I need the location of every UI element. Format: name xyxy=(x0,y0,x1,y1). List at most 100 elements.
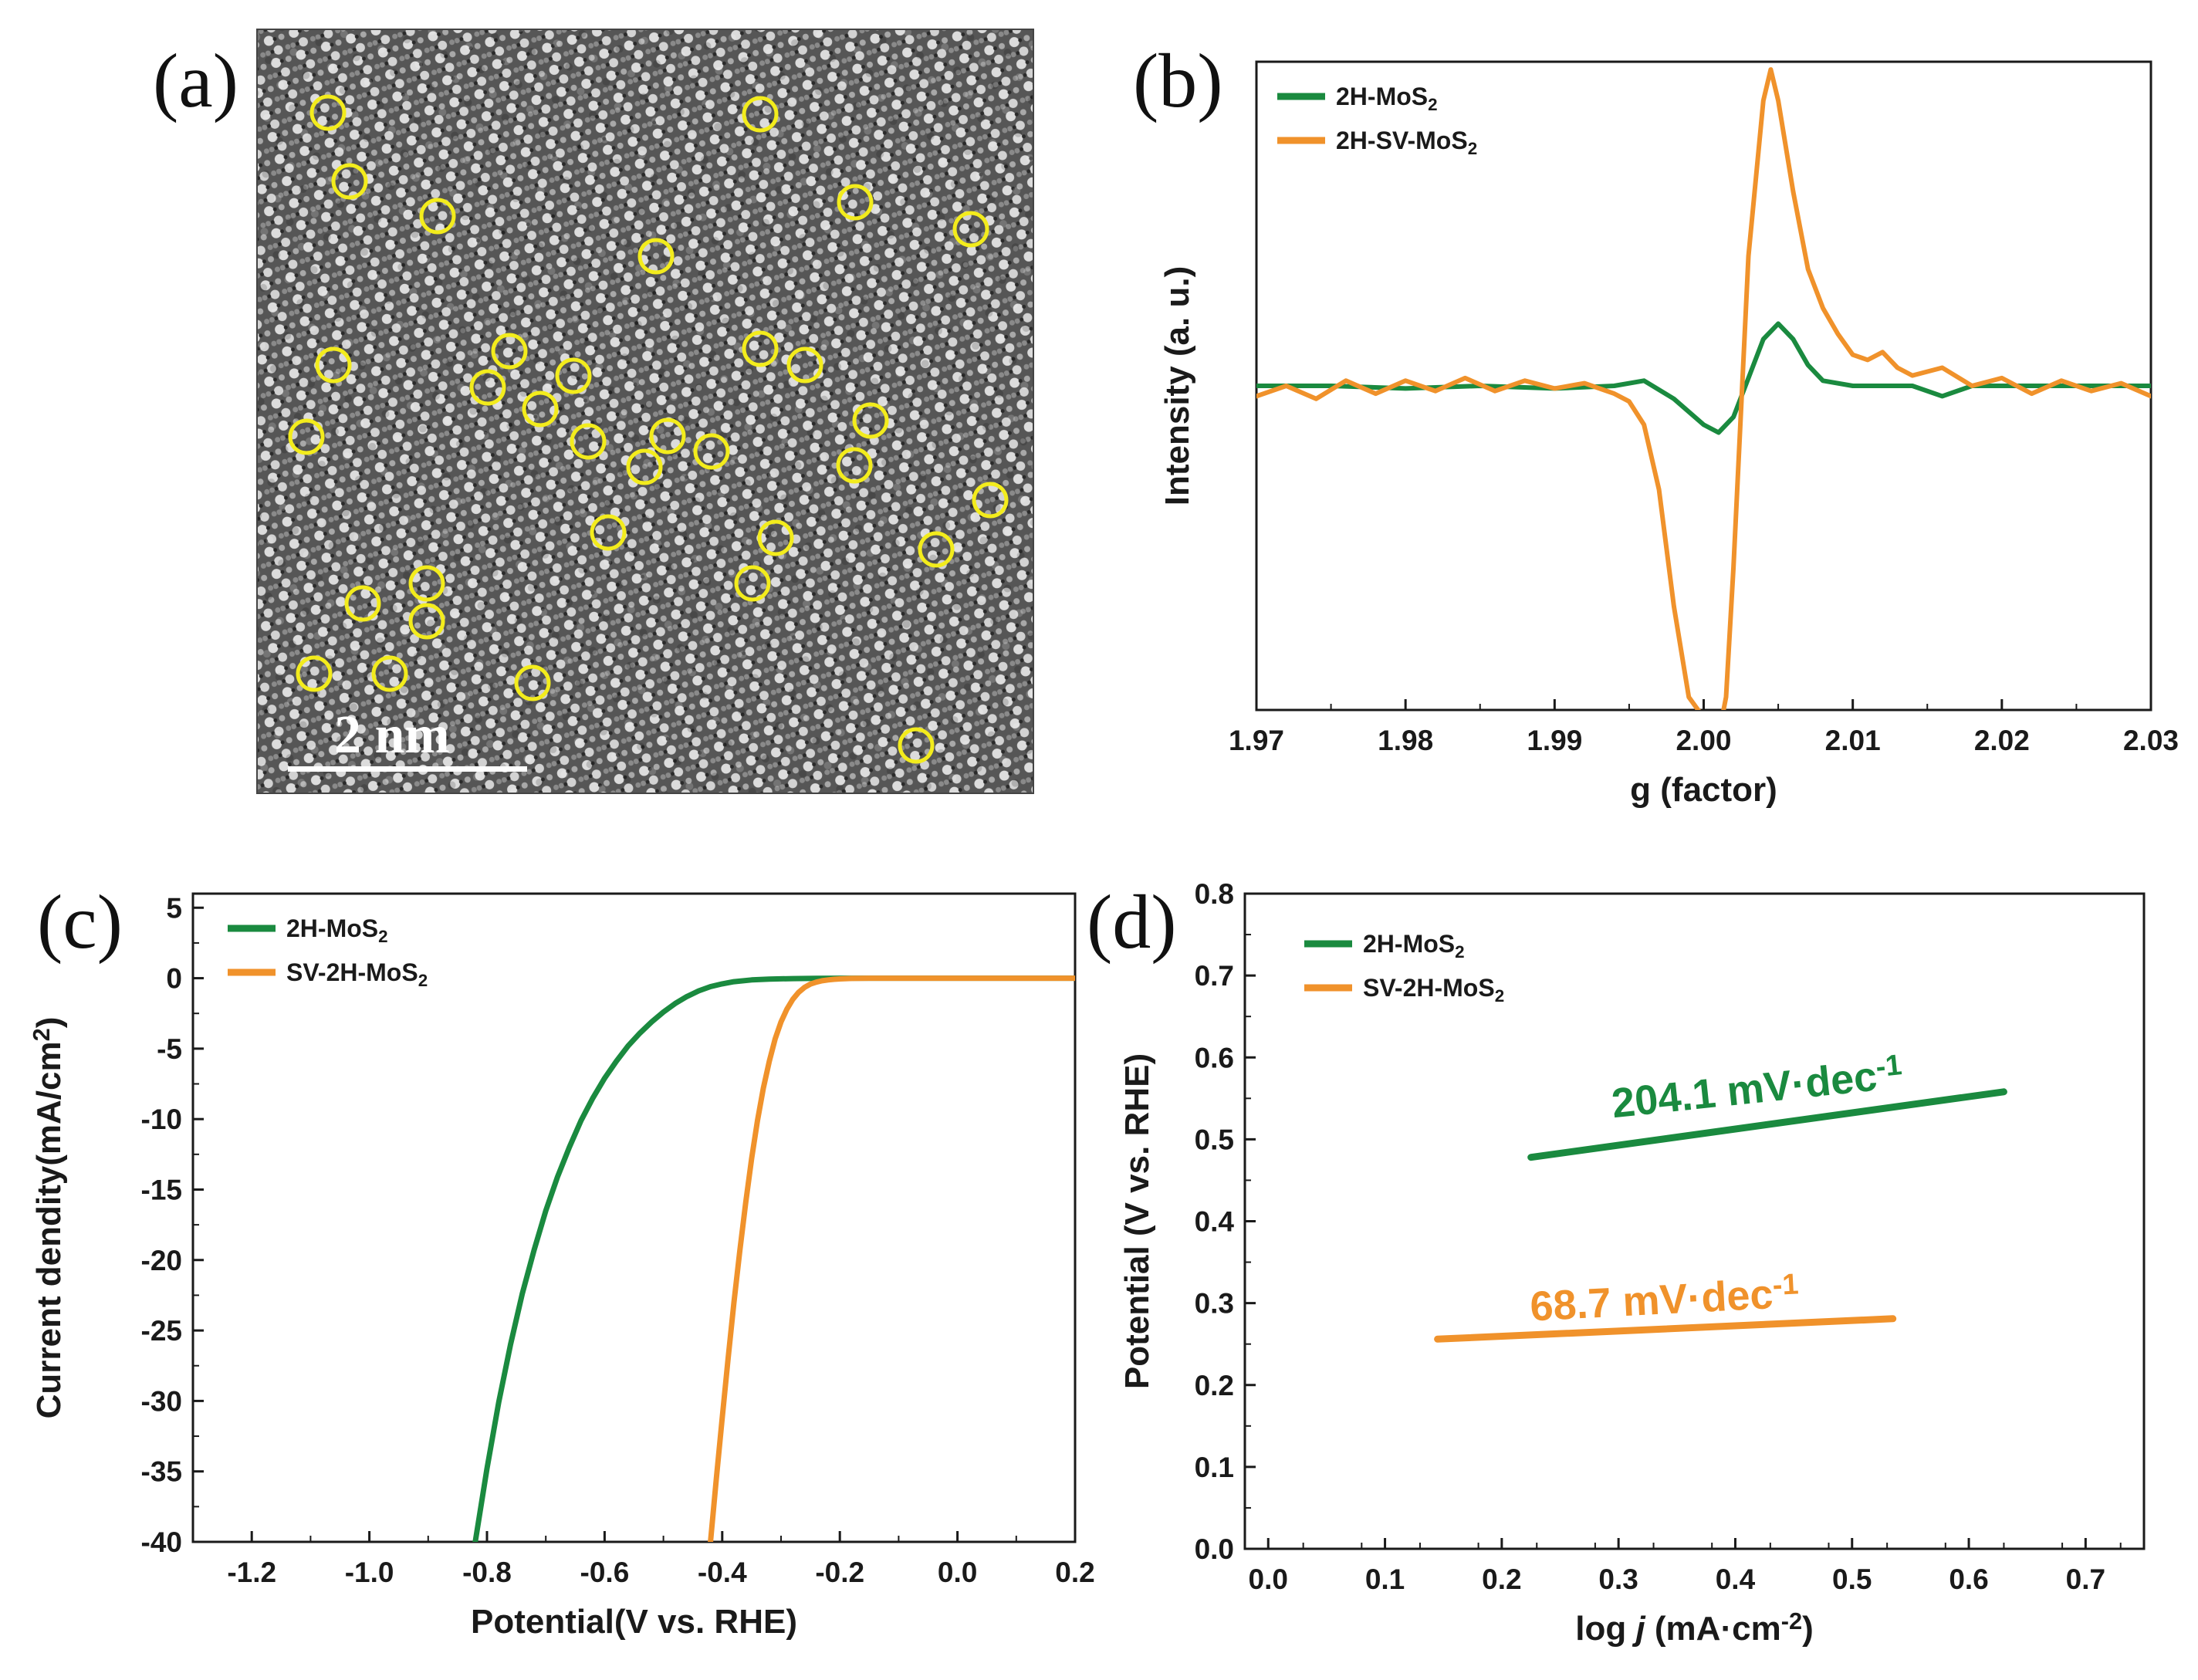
defect-marker xyxy=(419,198,456,235)
defect-marker xyxy=(626,448,663,485)
defect-marker xyxy=(972,482,1009,519)
x-tick-label: 0.4 xyxy=(1716,1563,1756,1595)
slope-annotation: 68.7 mV·dec-1 xyxy=(1529,1268,1801,1330)
legend-label: 2H-MoS2 xyxy=(286,914,388,946)
defect-marker xyxy=(296,655,333,692)
y-tick-label: 0.7 xyxy=(1195,960,1234,992)
defect-marker xyxy=(555,357,592,394)
y-tick-label: 0.0 xyxy=(1195,1533,1234,1565)
defect-marker xyxy=(837,184,874,221)
defect-marker xyxy=(918,531,955,568)
defect-markers xyxy=(288,94,1009,764)
panel-a: (a) 2 nm xyxy=(153,29,1034,794)
panel-c-label: (c) xyxy=(37,879,123,965)
legend-label: SV-2H-MoS2 xyxy=(286,958,428,990)
y-tick-label: -15 xyxy=(141,1174,182,1205)
x-tick-label: 0.0 xyxy=(1249,1563,1288,1595)
defect-marker xyxy=(408,603,445,640)
defect-marker xyxy=(514,664,551,701)
legend-label: 2H-MoS2 xyxy=(1336,83,1438,114)
defect-marker xyxy=(898,727,935,764)
x-tick-label: 0.7 xyxy=(2066,1563,2105,1595)
y-tick-label: -40 xyxy=(141,1526,182,1558)
series-line-2h-mos2 xyxy=(1527,1088,2007,1161)
x-tick-label: -0.2 xyxy=(815,1557,864,1588)
y-tick-label: -25 xyxy=(141,1315,182,1347)
y-axis-title: Current dendity(mA/cm2) xyxy=(28,1017,68,1419)
defect-marker xyxy=(590,514,627,551)
defect-marker xyxy=(852,402,889,439)
defect-marker xyxy=(649,417,686,455)
data-layer xyxy=(1256,67,2151,710)
x-tick-label: 0.5 xyxy=(1832,1563,1872,1595)
x-tick-label: 0.2 xyxy=(1482,1563,1521,1595)
panel-b-label: (b) xyxy=(1133,38,1223,123)
defect-marker xyxy=(315,346,352,384)
y-tick-label: 0.6 xyxy=(1195,1042,1234,1073)
data-layer xyxy=(1434,1088,2007,1343)
x-tick-label: 0.2 xyxy=(1055,1557,1094,1588)
x-axis-title: g (factor) xyxy=(1630,771,1777,809)
y-tick-label: 0.1 xyxy=(1195,1452,1234,1483)
defect-marker xyxy=(742,96,779,133)
x-tick-label: 2.00 xyxy=(1676,725,1731,756)
defect-marker xyxy=(309,94,347,131)
y-tick-label: 0.3 xyxy=(1195,1288,1234,1320)
panel-a-label: (a) xyxy=(153,38,238,123)
defect-marker xyxy=(757,519,794,556)
tafel-chart: 0.0 0.1 0.2 0.3 0.4 0.5 0.6 0.7 0.8 0.7 0.6 0.5 0.4 0… xyxy=(1118,878,2146,1648)
legend-label: 2H-MoS2 xyxy=(1363,930,1465,962)
panel-c: (c) -1.2 -1.0 -0.8 -0.6 -0.4 -0.2 0.0 0.250-5-1… xyxy=(28,879,1095,1641)
defect-marker xyxy=(288,418,325,455)
series-line-2h-sv-mos2 xyxy=(1256,67,2151,710)
x-tick-label: 0.1 xyxy=(1365,1563,1405,1595)
y-tick-label: -10 xyxy=(141,1104,182,1135)
panel-d-label: (d) xyxy=(1087,879,1177,965)
x-tick-label: -0.8 xyxy=(462,1557,512,1588)
x-tick-label: 0.3 xyxy=(1598,1563,1638,1595)
defect-marker xyxy=(491,333,528,370)
x-tick-label: -1.2 xyxy=(227,1557,276,1588)
y-axis-title: Potential (V vs. RHE) xyxy=(1118,1053,1156,1389)
y-tick-label: -35 xyxy=(141,1456,182,1488)
slope-annotation: 204.1 mV·dec-1 xyxy=(1609,1049,1905,1127)
defect-marker xyxy=(742,330,779,367)
x-tick-label: 0.6 xyxy=(1949,1563,1988,1595)
scale-bar-label: 2 nm xyxy=(334,705,450,765)
defect-marker xyxy=(637,238,675,275)
y-tick-label: -5 xyxy=(157,1033,182,1065)
y-tick-label: 0.2 xyxy=(1195,1370,1234,1401)
plot-frame xyxy=(191,892,1077,1543)
defect-marker xyxy=(331,163,368,200)
y-tick-label: -20 xyxy=(141,1245,182,1276)
defect-marker xyxy=(734,565,771,602)
y-tick-label: 0 xyxy=(166,963,182,995)
y-axis-title: Intensity (a. u.) xyxy=(1158,266,1196,505)
x-tick-label: 2.03 xyxy=(2123,725,2179,756)
y-tick-label: 5 xyxy=(166,892,182,924)
x-tick-label: -0.4 xyxy=(698,1557,747,1588)
series-line-sv-2h-mos2 xyxy=(1434,1315,1897,1343)
defect-marker xyxy=(469,369,506,406)
legend-label: SV-2H-MoS2 xyxy=(1363,974,1504,1006)
series-line-2h-mos2 xyxy=(1256,321,2151,435)
x-tick-label: 2.02 xyxy=(1974,725,2030,756)
defect-marker xyxy=(344,585,381,622)
x-tick-label: 2.01 xyxy=(1825,725,1881,756)
x-tick-label: 1.97 xyxy=(1229,725,1284,756)
x-tick-label: 0.0 xyxy=(938,1557,977,1588)
polarization-chart: -1.2 -1.0 -0.8 -0.6 -0.4 -0.2 0.0 0.2 5 0 -5 -10 -15… xyxy=(28,892,1095,1641)
y-tick-label: 0.5 xyxy=(1195,1124,1234,1155)
scale-bar xyxy=(288,766,527,772)
hrtem-micrograph xyxy=(256,29,1034,794)
panel-d: (d) 0.0 0.1 0.2 0.3 0.4 0.5 0.6 0.7 0.8 0.7 0.6 0.5… xyxy=(1087,878,2146,1648)
defect-marker xyxy=(371,655,408,692)
defect-marker xyxy=(836,447,873,484)
panel-b: (b) 1.97 1.98 1.99 2.00 2.01 2.02 2.03 g (facto… xyxy=(1133,38,2179,809)
defect-marker xyxy=(408,565,445,602)
series-line-2h-mos2 xyxy=(472,975,1075,1542)
x-tick-label: 1.98 xyxy=(1378,725,1433,756)
epr-chart: 1.97 1.98 1.99 2.00 2.01 2.02 2.03 g (factor) In… xyxy=(1158,60,2179,809)
y-tick-label: -30 xyxy=(141,1385,182,1417)
